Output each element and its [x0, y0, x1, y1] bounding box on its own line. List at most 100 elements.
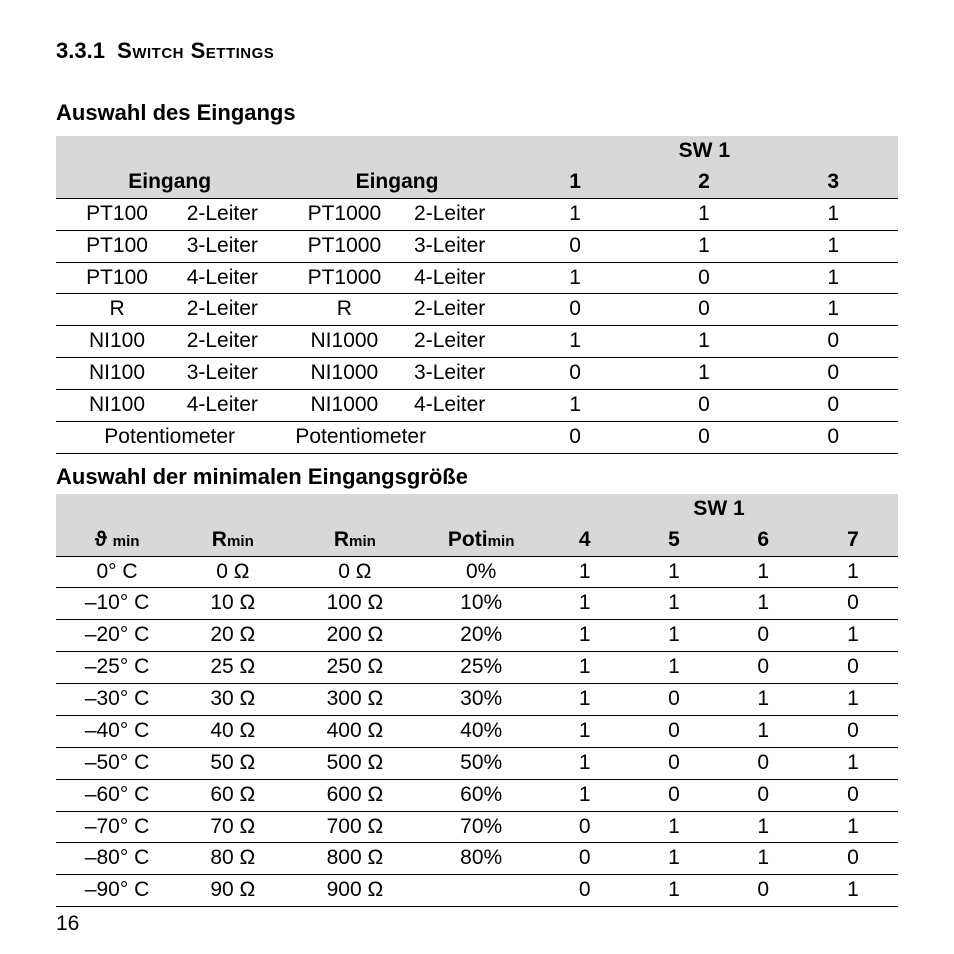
- t1-cell-eingang-2: NI10002-Leiter: [283, 326, 510, 358]
- table-min-input: SW 1 ϑ min Rmin Rmin Potimin 4 5 6 7 0° …: [56, 494, 898, 907]
- t2-h-r1: R: [212, 528, 227, 551]
- t2-h-poti-s: Poti: [448, 528, 488, 551]
- table-row: 0° C0 Ω0 Ω0%1111: [56, 556, 898, 588]
- t2-cell-t: –60° C: [56, 779, 178, 811]
- t1-blank-1: [56, 136, 283, 167]
- t1-cell-sw: 0: [511, 358, 640, 390]
- t2-cell-sw: 0: [719, 875, 808, 907]
- t2-cell-t: –25° C: [56, 652, 178, 684]
- page: 3.3.1 Switch Settings Auswahl des Eingan…: [0, 0, 954, 954]
- t1-cell-eingang-2: PT10003-Leiter: [283, 230, 510, 262]
- t1-cell-sw: 0: [768, 390, 898, 422]
- t2-cell-r1: 60 Ω: [178, 779, 287, 811]
- t1-cell-sw: 0: [511, 421, 640, 453]
- t2-cell-r2: 100 Ω: [288, 588, 423, 620]
- t2-blank-3: [288, 494, 423, 525]
- t2-cell-sw: 1: [540, 715, 629, 747]
- t2-cell-t: –30° C: [56, 684, 178, 716]
- t1-blank-2: [283, 136, 510, 167]
- t2-cell-t: –20° C: [56, 620, 178, 652]
- t2-cell-r1: 30 Ω: [178, 684, 287, 716]
- t2-cell-p: 80%: [422, 843, 540, 875]
- t2-cell-t: –10° C: [56, 588, 178, 620]
- t1-cell-sw: 1: [511, 390, 640, 422]
- t1-h-3: 3: [768, 167, 898, 198]
- t2-cell-sw: 1: [629, 620, 718, 652]
- t2-cell-sw: 1: [808, 556, 898, 588]
- table-row: –50° C50 Ω500 Ω50%1001: [56, 747, 898, 779]
- t1-h-eingang-2: Eingang: [283, 167, 510, 198]
- t2-cell-p: 60%: [422, 779, 540, 811]
- t2-h-6: 6: [719, 525, 808, 556]
- subheading-1: Auswahl des Eingangs: [56, 100, 898, 126]
- table-row: PT1004-LeiterPT10004-Leiter101: [56, 262, 898, 294]
- t2-cell-r2: 700 Ω: [288, 811, 423, 843]
- t1-cell-sw: 1: [768, 230, 898, 262]
- t1-cell-eingang-1: Potentiometer: [56, 421, 283, 453]
- t2-h-5: 5: [629, 525, 718, 556]
- t2-h-4: 4: [540, 525, 629, 556]
- t2-cell-sw: 1: [540, 747, 629, 779]
- t2-h-rmin-2: Rmin: [288, 525, 423, 556]
- t2-cell-t: –40° C: [56, 715, 178, 747]
- t1-cell-eingang-2: PT10002-Leiter: [283, 198, 510, 230]
- t2-cell-sw: 1: [719, 811, 808, 843]
- table-row: NI1002-LeiterNI10002-Leiter110: [56, 326, 898, 358]
- table-row: –40° C40 Ω400 Ω40%1010: [56, 715, 898, 747]
- table-row: –30° C30 Ω300 Ω30%1011: [56, 684, 898, 716]
- t2-cell-r1: 50 Ω: [178, 747, 287, 779]
- t2-cell-sw: 1: [719, 715, 808, 747]
- t2-cell-r2: 200 Ω: [288, 620, 423, 652]
- t1-cell-sw: 0: [511, 230, 640, 262]
- t2-cell-r2: 0 Ω: [288, 556, 423, 588]
- table-row: –80° C80 Ω800 Ω80%0110: [56, 843, 898, 875]
- t2-cell-r2: 900 Ω: [288, 875, 423, 907]
- t1-cell-sw: 0: [768, 326, 898, 358]
- t2-cell-sw: 1: [629, 875, 718, 907]
- t2-cell-r1: 20 Ω: [178, 620, 287, 652]
- t2-cell-sw: 1: [719, 843, 808, 875]
- t2-h-theta: ϑ min: [56, 525, 178, 556]
- table-row: NI1003-LeiterNI10003-Leiter010: [56, 358, 898, 390]
- t2-cell-sw: 0: [808, 779, 898, 811]
- t1-cell-eingang-2: PT10004-Leiter: [283, 262, 510, 294]
- t2-cell-r2: 400 Ω: [288, 715, 423, 747]
- t2-cell-p: 50%: [422, 747, 540, 779]
- table-row: PT1002-LeiterPT10002-Leiter111: [56, 198, 898, 230]
- t1-cell-sw: 0: [640, 294, 769, 326]
- table-row: PotentiometerPotentiometer000: [56, 421, 898, 453]
- t1-cell-sw: 1: [640, 198, 769, 230]
- t2-cell-t: –80° C: [56, 843, 178, 875]
- t2-cell-sw: 1: [808, 811, 898, 843]
- table-row: PT1003-LeiterPT10003-Leiter011: [56, 230, 898, 262]
- section-heading: 3.3.1 Switch Settings: [56, 38, 898, 64]
- t2-blank-4: [422, 494, 540, 525]
- t2-cell-sw: 1: [808, 747, 898, 779]
- t2-cell-sw: 1: [719, 684, 808, 716]
- t2-cell-r1: 0 Ω: [178, 556, 287, 588]
- t2-cell-sw: 0: [629, 715, 718, 747]
- t2-cell-sw: 1: [540, 684, 629, 716]
- t2-cell-r1: 40 Ω: [178, 715, 287, 747]
- t1-h-1: 1: [511, 167, 640, 198]
- t2-cell-sw: 0: [808, 588, 898, 620]
- t2-sw-label: SW 1: [540, 494, 898, 525]
- section-title: Switch Settings: [117, 38, 274, 63]
- t2-cell-sw: 0: [540, 811, 629, 843]
- t2-cell-sw: 0: [808, 652, 898, 684]
- t1-cell-eingang-1: PT1002-Leiter: [56, 198, 283, 230]
- t1-cell-sw: 1: [640, 230, 769, 262]
- t1-cell-eingang-2: NI10004-Leiter: [283, 390, 510, 422]
- table-row: –20° C20 Ω200 Ω20%1101: [56, 620, 898, 652]
- table-row: NI1004-LeiterNI10004-Leiter100: [56, 390, 898, 422]
- section-number: 3.3.1: [56, 38, 105, 63]
- t1-cell-eingang-1: NI1004-Leiter: [56, 390, 283, 422]
- t2-cell-sw: 1: [629, 588, 718, 620]
- t1-h-eingang-1: Eingang: [56, 167, 283, 198]
- t2-h-r2-sub: min: [349, 533, 376, 550]
- t2-h-poti: Potimin: [422, 525, 540, 556]
- t2-cell-p: 30%: [422, 684, 540, 716]
- t2-cell-r1: 10 Ω: [178, 588, 287, 620]
- t1-h-2: 2: [640, 167, 769, 198]
- t2-cell-sw: 1: [540, 588, 629, 620]
